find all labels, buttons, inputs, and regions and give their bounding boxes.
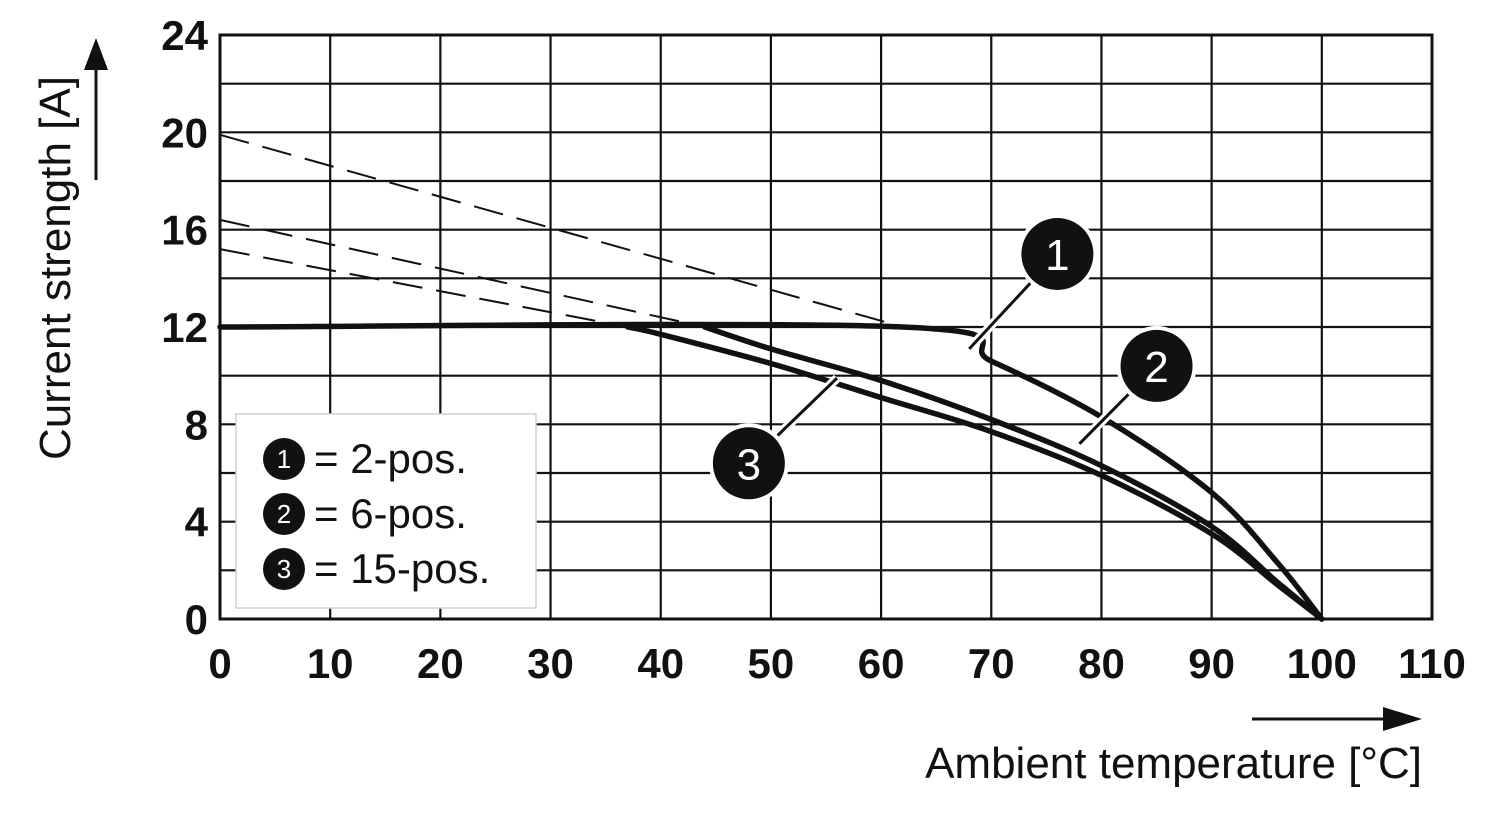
callout-leader-line <box>968 280 1033 350</box>
x-tick-label: 20 <box>417 640 464 687</box>
x-tick-label: 110 <box>1398 640 1466 687</box>
legend-marker-label: 1 <box>277 444 291 474</box>
callout-leader-line <box>775 377 839 438</box>
y-tick-label: 16 <box>161 207 208 254</box>
x-tick-label: 50 <box>748 640 795 687</box>
x-tick-label: 0 <box>208 640 231 687</box>
y-axis-arrow-icon <box>84 38 108 70</box>
axis-titles: Current strength [A] Ambient temperature… <box>31 76 1422 788</box>
x-tick-label: 90 <box>1188 640 1235 687</box>
derating-curves <box>217 133 1325 622</box>
callout-marker-3 <box>712 427 785 500</box>
legend-marker-3 <box>263 548 305 590</box>
x-tick-label: 40 <box>637 640 684 687</box>
y-tick-label: 24 <box>161 12 208 59</box>
x-tick-label: 70 <box>968 640 1015 687</box>
y-tick-label: 0 <box>185 596 208 643</box>
x-tick-label: 60 <box>858 640 905 687</box>
callout-marker-2 <box>1120 329 1193 402</box>
x-axis-arrow-icon <box>1383 707 1422 731</box>
legend-entry-text: = 2-pos. <box>314 435 467 482</box>
legend: 1 = 2-pos. 2 = 6-pos. 3 = 15-pos. <box>235 413 537 609</box>
x-axis-title: Ambient temperature [°C] <box>925 739 1422 788</box>
callout-leader-line <box>1078 391 1131 445</box>
series-1-extrapolated-line <box>219 133 904 328</box>
callout-marker-1 <box>1021 218 1094 290</box>
y-tick-label: 12 <box>161 304 208 351</box>
x-tick-label: 10 <box>307 640 354 687</box>
legend-entry-text: = 15-pos. <box>314 545 490 592</box>
y-tick-label: 20 <box>161 109 208 156</box>
x-tick-label: 80 <box>1078 640 1125 687</box>
axis-arrows <box>84 38 1422 731</box>
y-tick-label: 8 <box>185 401 208 448</box>
x-tick-label: 100 <box>1287 640 1357 687</box>
x-tick-label: 30 <box>527 640 574 687</box>
callout-label: 3 <box>737 440 761 489</box>
series-3-extrapolated-line <box>219 248 628 328</box>
series-2-extrapolated-line <box>219 218 706 328</box>
curve-callouts: 1 2 3 <box>708 214 1197 504</box>
y-axis-title: Current strength [A] <box>31 76 80 460</box>
legend-marker-label: 3 <box>277 554 291 584</box>
callout-label: 1 <box>1045 231 1069 280</box>
legend-entry-text: = 6-pos. <box>314 490 467 537</box>
legend-marker-label: 2 <box>277 499 291 529</box>
series-2-curve <box>702 324 1325 622</box>
series-3-curve <box>624 324 1325 622</box>
legend-marker-2 <box>263 493 305 535</box>
y-tick-label: 4 <box>185 499 209 546</box>
callout-label: 2 <box>1144 343 1168 392</box>
legend-marker-1 <box>263 438 305 480</box>
